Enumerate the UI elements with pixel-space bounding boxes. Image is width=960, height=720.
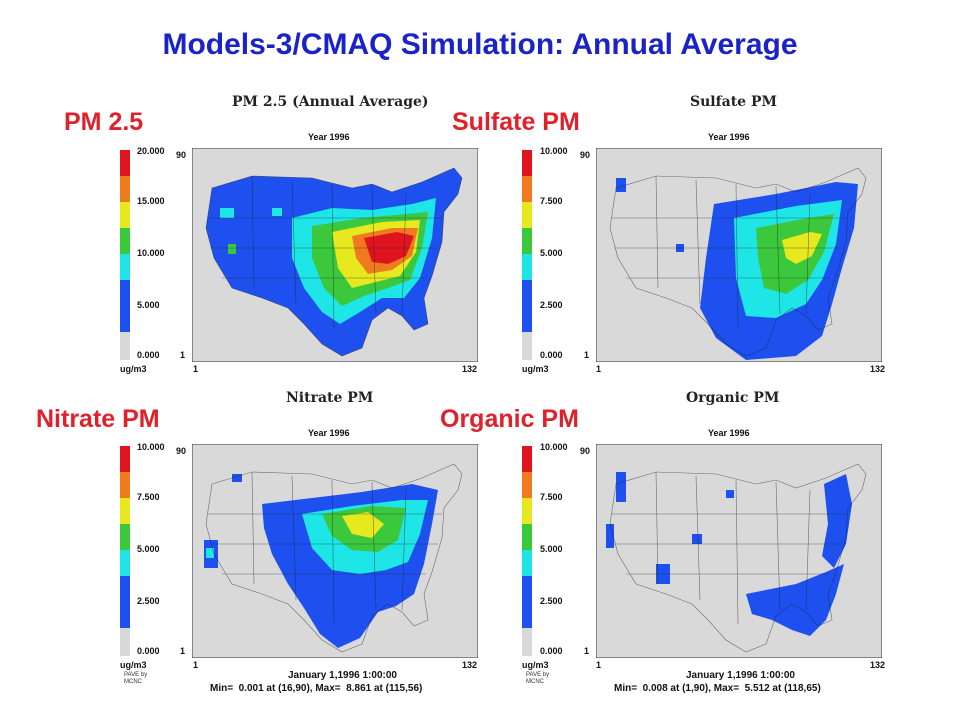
legend-tick: 0.000: [540, 350, 563, 360]
map-panel-nitrate: Nitrate PM Year 1996 10.000 7.500 5.000 …: [100, 388, 480, 703]
legend-tick: 10.000: [137, 248, 165, 258]
map-panel-organic: Organic PM Year 1996 10.000 7.500 5.000 …: [490, 388, 890, 703]
axis-y-bottom: 1: [584, 350, 590, 360]
legend-units: ug/m3: [120, 660, 147, 670]
legend-tick: 0.000: [540, 646, 563, 656]
legend-tick: 10.000: [540, 146, 568, 156]
legend-tick: 5.000: [540, 544, 563, 554]
axis-x-left: 1: [193, 364, 199, 374]
concentration-map: [192, 148, 478, 362]
pave-credit: PAVE by MCNC: [124, 672, 148, 685]
map-timestamp: January 1,1996 1:00:00: [288, 670, 397, 681]
map-year: Year 1996: [708, 428, 750, 438]
map-title: PM 2.5 (Annual Average): [232, 94, 429, 110]
legend-tick: 0.000: [137, 350, 160, 360]
color-legend: [522, 150, 532, 360]
legend-units: ug/m3: [522, 364, 549, 374]
slide-title: Models-3/CMAQ Simulation: Annual Average: [162, 28, 798, 61]
map-title: Organic PM: [686, 390, 780, 406]
legend-tick: 0.000: [137, 646, 160, 656]
axis-y-top: 90: [580, 446, 591, 456]
map-panel-sulfate: Sulfate PM Year 1996 10.000 7.500 5.000 …: [490, 92, 890, 382]
legend-units: ug/m3: [522, 660, 549, 670]
axis-y-top: 90: [176, 150, 187, 160]
legend-tick: 5.000: [137, 544, 160, 554]
legend-tick: 7.500: [540, 196, 563, 206]
legend-tick: 20.000: [137, 146, 165, 156]
axis-x-right: 132: [462, 660, 478, 670]
axis-y-top: 90: [176, 446, 187, 456]
legend-tick: 10.000: [540, 442, 568, 452]
panel-label-pm25: PM 2.5: [64, 108, 144, 136]
legend-tick: 5.000: [137, 300, 160, 310]
map-minmax: Min= 0.001 at (16,90), Max= 8.861 at (11…: [210, 683, 423, 694]
legend-tick: 15.000: [137, 196, 165, 206]
axis-y-bottom: 1: [180, 350, 186, 360]
concentration-map: [192, 444, 478, 658]
color-legend: [120, 446, 130, 656]
map-timestamp: January 1,1996 1:00:00: [686, 670, 795, 681]
map-year: Year 1996: [308, 428, 350, 438]
panel-label-nitrate: Nitrate PM: [36, 405, 160, 433]
legend-tick: 7.500: [137, 492, 160, 502]
map-title: Nitrate PM: [286, 390, 374, 406]
axis-y-bottom: 1: [584, 646, 590, 656]
legend-tick: 2.500: [540, 596, 563, 606]
map-year: Year 1996: [708, 132, 750, 142]
map-panel-pm25: PM 2.5 (Annual Average) Year 1996 20.000…: [100, 92, 480, 382]
axis-x-right: 132: [462, 364, 478, 374]
pave-credit: PAVE by MCNC: [526, 672, 550, 685]
concentration-map: [596, 148, 882, 362]
map-minmax: Min= 0.008 at (1,90), Max= 5.512 at (118…: [614, 683, 821, 694]
color-legend: [120, 150, 130, 360]
legend-tick: 5.000: [540, 248, 563, 258]
axis-x-right: 132: [870, 364, 886, 374]
panel-label-sulfate: Sulfate PM: [452, 108, 580, 136]
axis-y-top: 90: [580, 150, 591, 160]
axis-x-right: 132: [870, 660, 886, 670]
axis-x-left: 1: [596, 364, 602, 374]
legend-units: ug/m3: [120, 364, 147, 374]
legend-tick: 10.000: [137, 442, 165, 452]
axis-x-left: 1: [193, 660, 199, 670]
map-title: Sulfate PM: [690, 94, 777, 110]
color-legend: [522, 446, 532, 656]
legend-tick: 2.500: [540, 300, 563, 310]
map-year: Year 1996: [308, 132, 350, 142]
axis-y-bottom: 1: [180, 646, 186, 656]
legend-tick: 2.500: [137, 596, 160, 606]
axis-x-left: 1: [596, 660, 602, 670]
legend-tick: 7.500: [540, 492, 563, 502]
concentration-map: [596, 444, 882, 658]
panel-label-organic: Organic PM: [440, 405, 579, 433]
